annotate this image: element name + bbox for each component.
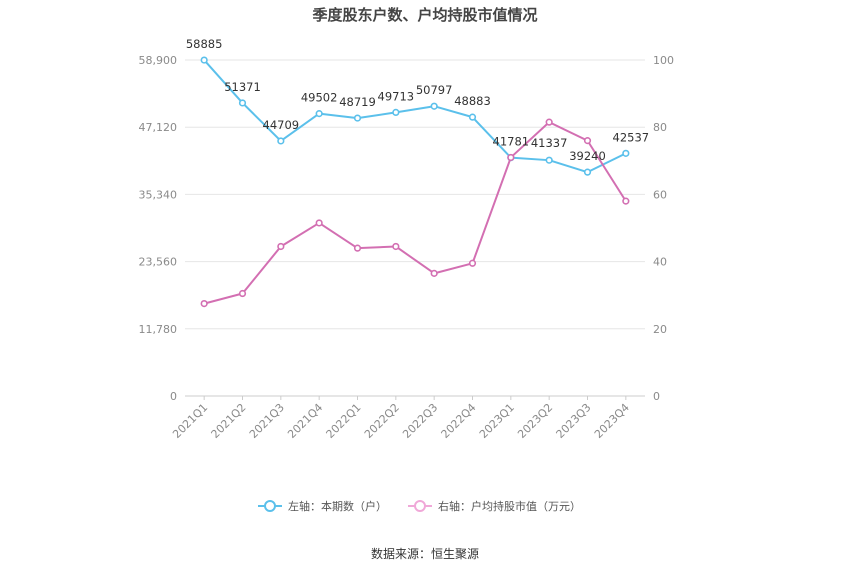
left-axis-tick-label: 11,780 <box>139 323 178 336</box>
legend-item-avg-value[interactable]: 右轴：户均持股市值（万元） <box>408 499 581 513</box>
left-axis-tick-label: 0 <box>170 390 177 403</box>
x-axis-tick-label: 2021Q4 <box>285 401 325 441</box>
x-axis-tick-label: 2023Q3 <box>554 401 594 441</box>
x-axis-tick-label: 2021Q3 <box>247 401 287 441</box>
series-1-point <box>468 259 477 267</box>
series-0-data-label: 41781 <box>493 135 530 149</box>
legend-households-swatch-marker <box>264 500 276 512</box>
left-axis-tick-label: 58,900 <box>139 54 178 67</box>
series-0-data-label: 49502 <box>301 91 338 105</box>
series-0-data-label: 42537 <box>613 130 650 144</box>
series-1-point <box>200 300 208 308</box>
series-1-point <box>507 153 515 162</box>
x-axis-tick-label: 2023Q4 <box>592 401 632 441</box>
series-0-data-label: 51371 <box>224 80 261 94</box>
series-0-point <box>315 110 323 118</box>
series-0-point <box>583 168 592 176</box>
chart-title: 季度股东户数、户均持股市值情况 <box>312 6 537 24</box>
series-0-data-label: 49713 <box>378 89 415 103</box>
series-0-data-label: 50797 <box>416 83 453 97</box>
series-1-point <box>430 269 438 277</box>
right-axis-tick-label: 100 <box>653 54 674 67</box>
series-1-point <box>622 197 630 205</box>
series-0-point <box>200 56 208 64</box>
series-0-data-label: 48719 <box>339 95 376 109</box>
x-axis-tick-label: 2022Q1 <box>324 401 364 441</box>
series-0-point <box>353 114 362 122</box>
series-0-data-label: 44709 <box>263 118 300 132</box>
right-axis-tick-label: 20 <box>653 323 667 336</box>
series-0-data-label: 41337 <box>531 136 568 150</box>
series-1-point <box>583 137 592 145</box>
x-axis-tick-label: 2021Q1 <box>170 401 210 441</box>
series-1-point <box>238 289 247 298</box>
legend: 左轴：本期数（户） 右轴：户均持股市值（万元） <box>258 499 581 513</box>
series-0-data-label: 48883 <box>454 94 491 108</box>
series-1-point <box>315 219 323 227</box>
x-axis-tick-label: 2022Q2 <box>362 401 402 441</box>
series-0-data-label: 58885 <box>186 37 223 51</box>
x-axis-tick-label: 2023Q1 <box>477 401 517 441</box>
series-0-point <box>468 113 477 121</box>
right-axis-tick-label: 40 <box>653 256 667 269</box>
data-source: 数据来源：恒生聚源 <box>371 546 479 561</box>
grid <box>185 59 645 397</box>
series-1-point <box>545 118 553 126</box>
series-0-point <box>545 156 553 164</box>
x-axis-tick-label: 2022Q4 <box>439 401 479 441</box>
legend-households-label: 左轴：本期数（户） <box>288 499 387 513</box>
right-axis-tick-label: 0 <box>653 390 660 403</box>
left-axis-tick-label: 35,340 <box>139 188 178 201</box>
left-axis-tick-label: 47,120 <box>139 121 178 134</box>
series-0-point <box>430 102 438 110</box>
series-1-point <box>353 244 362 252</box>
series-0-line <box>203 59 627 174</box>
series-1-point <box>392 242 400 251</box>
left-axis-ticks: 0 11,780 23,560 35,340 47,120 58,900 <box>139 54 178 403</box>
x-axis-tick-label: 2021Q2 <box>209 401 249 441</box>
series-0-data-label: 39240 <box>569 149 606 163</box>
series-0-point <box>238 99 247 107</box>
right-axis-ticks: 0 20 40 60 80 100 <box>653 54 674 403</box>
x-axis-ticks: 2021Q12021Q22021Q32021Q42022Q12022Q22022… <box>170 396 632 441</box>
series-0-point <box>277 137 285 145</box>
series-1-point <box>277 242 285 251</box>
x-axis-tick-label: 2023Q2 <box>515 401 555 441</box>
x-axis-tick-label: 2022Q3 <box>400 401 440 441</box>
legend-avg-value-swatch-marker <box>414 500 426 512</box>
legend-item-households[interactable]: 左轴：本期数（户） <box>258 499 387 513</box>
legend-avg-value-label: 右轴：户均持股市值（万元） <box>438 499 581 513</box>
right-axis-tick-label: 80 <box>653 121 667 134</box>
series-1-line <box>203 121 627 305</box>
series-0-point <box>392 108 400 117</box>
left-axis-tick-label: 23,560 <box>139 256 178 269</box>
series-0-point <box>622 149 630 157</box>
series-lines <box>200 56 630 308</box>
right-axis-tick-label: 60 <box>653 188 667 201</box>
